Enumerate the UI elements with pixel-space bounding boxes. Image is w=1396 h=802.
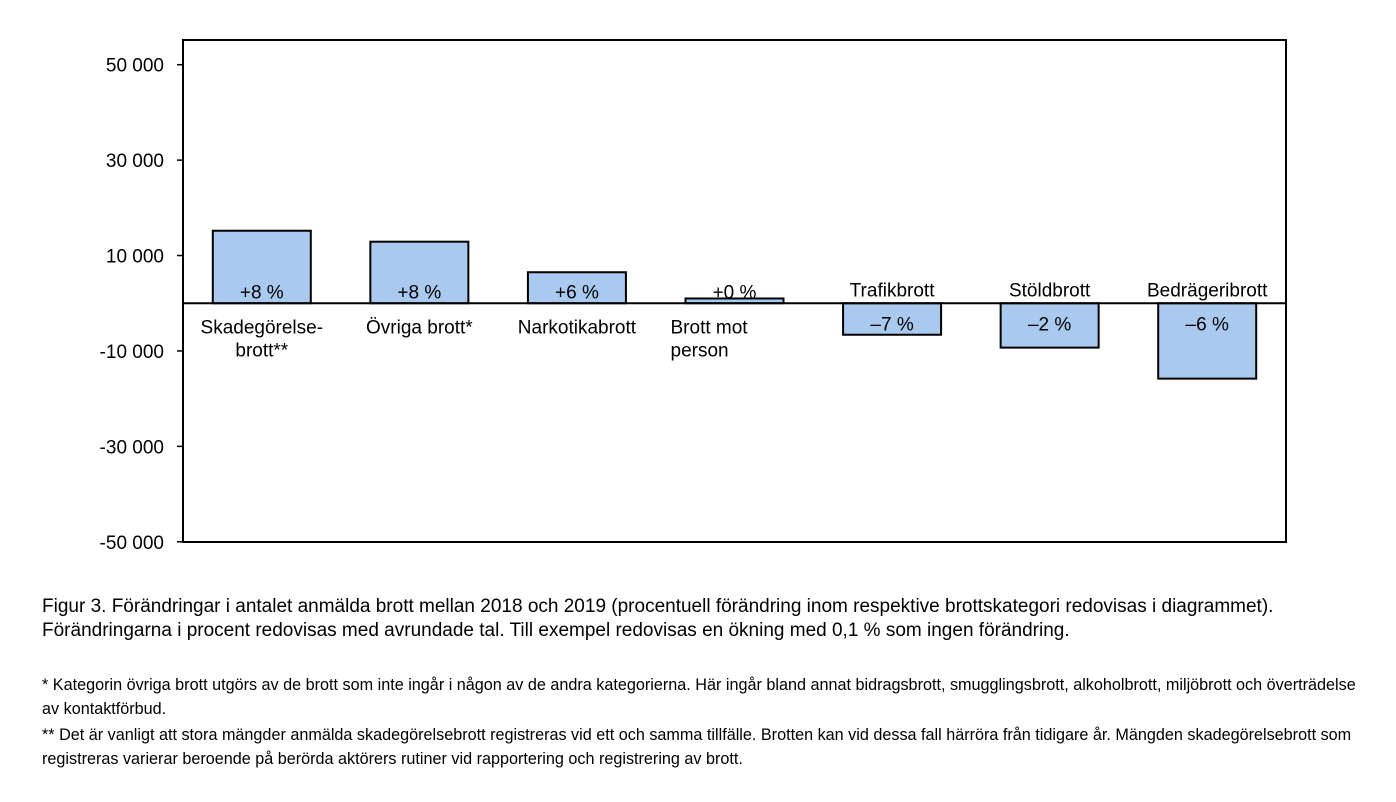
data-label: +0 % (713, 282, 757, 303)
category-label: person (671, 340, 729, 361)
figure-caption: Figur 3. Förändringar i antalet anmälda … (42, 596, 1274, 641)
category-label: brott** (235, 340, 288, 361)
data-labels: +8 % +8 % +6 % +0 % –7 % –2 % –6 % (240, 282, 1229, 335)
category-label: Stöldbrott (1009, 280, 1091, 301)
bar (842, 302, 943, 336)
category-label: Skadegörelse- (201, 317, 324, 338)
bars (211, 229, 1258, 380)
category-label: Narkotikabrott (518, 317, 637, 338)
footnote-ovriga-brott: * Kategorin övriga brott utgörs av de br… (42, 676, 1356, 718)
bar (1157, 302, 1258, 380)
bar (211, 229, 312, 305)
y-tick-label: -30 000 (100, 437, 164, 458)
y-tick-label: -10 000 (100, 342, 164, 363)
category-label: Brott mot (671, 317, 749, 338)
footnote-skadegorelsebrott: ** Det är vanligt att stora mängder anmä… (42, 726, 1352, 768)
y-axis: 50 000 30 000 10 000 -10 000 -30 000 -50 000 (100, 56, 183, 554)
data-label: –6 % (1186, 314, 1229, 335)
category-label: Trafikbrott (850, 280, 936, 301)
y-tick-label: -50 000 (100, 533, 164, 554)
category-labels: Skadegörelse-brott** Övriga brott* Narkoti… (201, 280, 1269, 361)
y-tick-label: 30 000 (106, 151, 164, 172)
data-label: –2 % (1028, 314, 1071, 335)
data-label: +8 % (397, 282, 441, 303)
y-tick-label: 50 000 (106, 56, 164, 77)
data-label: +8 % (240, 282, 284, 303)
plot-area-frame (182, 39, 1287, 543)
category-label: Övriga brott* (366, 317, 473, 338)
data-label: –7 % (870, 314, 913, 335)
category-label: Bedrägeribrott (1147, 280, 1268, 301)
y-tick-label: 10 000 (106, 247, 164, 268)
bar (369, 240, 470, 305)
data-label: +6 % (555, 282, 599, 303)
